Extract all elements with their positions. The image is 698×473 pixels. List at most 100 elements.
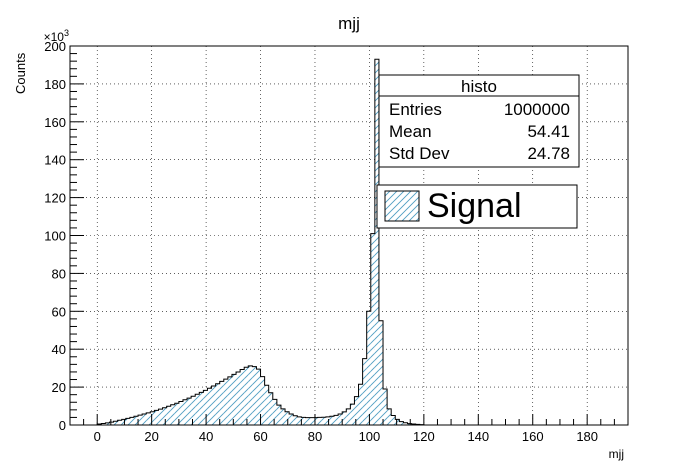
histogram-bin (407, 423, 412, 425)
x-tick-label: 180 (576, 429, 598, 444)
histogram-outline (96, 58, 425, 426)
histogram-bin (297, 416, 302, 425)
stats-stddev-label: Std Dev (389, 144, 450, 163)
histogram-bin (105, 422, 110, 425)
histogram-bin (346, 408, 351, 425)
histogram-bin (231, 374, 237, 425)
y-exponent-value: 3 (64, 28, 69, 38)
histogram-bin (129, 417, 134, 425)
y-axis: 0 20 40 60 80 100 120 140 160 180 200 (44, 39, 84, 433)
legend-swatch (384, 190, 420, 222)
histogram-bin (146, 412, 151, 425)
histogram-bin (195, 394, 200, 425)
histogram-bin (338, 414, 343, 425)
histogram-bin (325, 416, 330, 425)
stats-entries-label: Entries (389, 100, 442, 119)
histogram-bin (109, 422, 114, 425)
histogram-bin (187, 398, 192, 425)
histogram-bin (289, 414, 294, 425)
stats-mean-label: Mean (389, 122, 432, 141)
histogram-bin (154, 410, 159, 425)
histogram-bin (280, 408, 286, 425)
histogram-bin (378, 320, 384, 425)
histogram-bin (158, 409, 163, 425)
histogram-bin (285, 411, 290, 425)
histogram-bin (219, 381, 224, 425)
y-tick-label: 0 (59, 418, 66, 433)
x-tick-label: 80 (308, 429, 322, 444)
histogram-bin (329, 416, 335, 425)
x-tick-label: 140 (467, 429, 489, 444)
histogram-bin (366, 311, 371, 425)
histogram-bin (240, 369, 245, 425)
histogram-bin (178, 401, 183, 425)
histogram-bin (125, 418, 130, 425)
histogram-bin (395, 419, 400, 425)
histogram-bin (223, 379, 228, 425)
histogram-bin (276, 405, 281, 425)
x-axis: 0 20 40 60 80 100 120 140 160 180 (83, 414, 615, 444)
histogram-bin (182, 399, 188, 425)
histogram-bin (362, 358, 367, 425)
x-tick-label: 120 (413, 429, 435, 444)
histogram-bin (150, 411, 155, 425)
histogram-bin (301, 417, 306, 425)
histogram-bin (133, 416, 139, 425)
histogram-bin (236, 371, 241, 425)
histogram-bin (203, 390, 208, 425)
histogram-bin (374, 59, 379, 425)
histogram-bin (309, 417, 314, 425)
histogram-bin (101, 423, 106, 425)
stats-mean-value: 54.41 (527, 122, 570, 141)
histogram-bin (268, 392, 273, 425)
y-tick-label: 160 (44, 115, 66, 130)
x-tick-label: 0 (94, 429, 101, 444)
histogram-bin (317, 417, 322, 425)
x-tick-label: 100 (359, 429, 381, 444)
histogram-bin (166, 406, 171, 425)
y-exponent-label: ×103 (44, 28, 69, 44)
histogram-bin (256, 369, 261, 425)
histogram-bin (305, 417, 310, 425)
histogram-bin (191, 396, 196, 425)
y-tick-label: 180 (44, 77, 66, 92)
histogram-bin (272, 399, 277, 425)
x-axis-label: mjj (609, 447, 624, 461)
histogram-bin (248, 365, 253, 425)
histogram-bin (227, 376, 232, 425)
histogram-bin (162, 407, 167, 425)
histogram-bin (293, 415, 298, 425)
histogram-bin (334, 415, 339, 425)
y-axis-label: Counts (13, 52, 28, 94)
histogram-bin (403, 422, 408, 425)
histogram-bin (342, 411, 347, 425)
stats-entries-value: 1000000 (504, 100, 570, 119)
legend: Signal (376, 184, 578, 229)
x-tick-label: 160 (522, 429, 544, 444)
histogram-bin (199, 392, 204, 425)
histogram-bin (117, 420, 122, 425)
histogram-bin (207, 388, 212, 425)
histogram-bin (260, 376, 265, 425)
stats-box: histo Entries 1000000 Mean 54.41 Std Dev… (378, 74, 580, 168)
histogram-bin (215, 383, 220, 425)
histogram-bin (113, 421, 118, 425)
histogram-bin (211, 385, 216, 425)
chart-title: mjj (338, 14, 360, 33)
stats-title: histo (461, 77, 497, 96)
y-tick-label: 80 (52, 266, 66, 281)
histogram-bin (252, 366, 257, 425)
histogram-bin (170, 404, 175, 425)
histogram-bin (264, 385, 269, 425)
y-tick-label: 100 (44, 229, 66, 244)
x-tick-label: 20 (144, 429, 158, 444)
stats-stddev-value: 24.78 (527, 144, 570, 163)
legend-label: Signal (427, 187, 522, 225)
y-tick-label: 140 (44, 153, 66, 168)
histogram-bin (387, 408, 392, 425)
x-tick-label: 60 (253, 429, 267, 444)
y-tick-label: 20 (52, 380, 66, 395)
y-tick-label: 40 (52, 342, 66, 357)
histogram-bin (244, 367, 249, 425)
